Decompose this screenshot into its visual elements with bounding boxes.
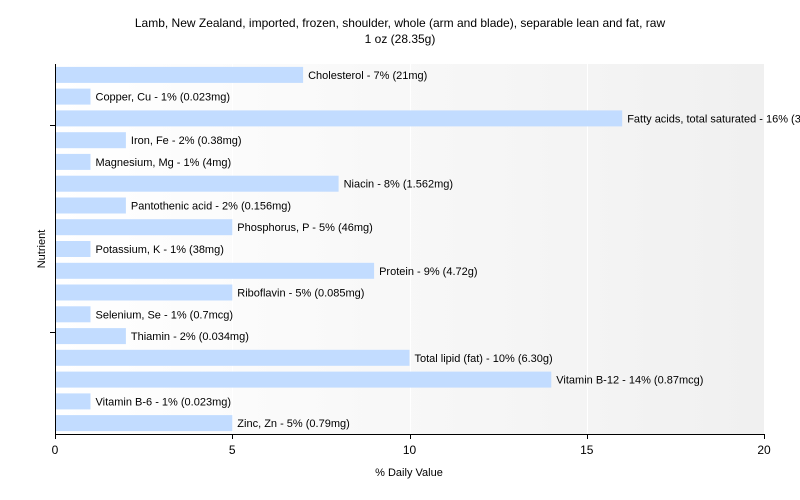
bar (55, 110, 623, 127)
x-tick-label: 15 (580, 443, 594, 457)
bar-label: Selenium, Se - 1% (0.7mcg) (96, 309, 234, 321)
bar-label: Pantothenic acid - 2% (0.156mg) (131, 201, 291, 213)
bar (55, 371, 552, 388)
bars: Cholesterol - 7% (21mg) Copper, Cu - 1% (… (55, 66, 800, 432)
bar-label: Riboflavin - 5% (0.085mg) (237, 288, 364, 300)
bar-label: Phosphorus, P - 5% (46mg) (237, 222, 373, 234)
bar-label: Protein - 9% (4.72g) (379, 266, 477, 278)
bar (55, 132, 126, 149)
bar-label: Total lipid (fat) - 10% (6.30g) (415, 353, 553, 365)
bar (55, 175, 339, 192)
y-axis-title: Nutrient (36, 230, 48, 269)
bar-label: Magnesium, Mg - 1% (4mg) (96, 157, 232, 169)
bar (55, 66, 304, 83)
x-tick-label: 10 (403, 443, 417, 457)
bar (55, 328, 126, 345)
bar-label: Cholesterol - 7% (21mg) (308, 70, 427, 82)
axes: 0 5 10 15 20 (50, 64, 771, 457)
bar (55, 88, 91, 105)
bar (55, 219, 233, 236)
chart-title-line-1: Lamb, New Zealand, imported, frozen, sho… (134, 16, 666, 30)
bar (55, 349, 410, 366)
bar (55, 262, 375, 279)
bar-label: Copper, Cu - 1% (0.023mg) (96, 92, 231, 104)
bar (55, 197, 126, 214)
bar (55, 241, 91, 257)
bar-label: Zinc, Zn - 5% (0.79mg) (237, 418, 349, 430)
bar-label: Fatty acids, total saturated - 16% (3.18… (627, 113, 800, 125)
bar (55, 306, 91, 323)
bar (55, 284, 233, 301)
bar-label: Iron, Fe - 2% (0.38mg) (131, 135, 242, 147)
chart-title: Lamb, New Zealand, imported, frozen, sho… (0, 15, 800, 47)
bar (55, 153, 91, 170)
bar (55, 415, 233, 432)
bar-label: Thiamin - 2% (0.034mg) (131, 331, 249, 343)
bar-label: Niacin - 8% (1.562mg) (344, 179, 453, 191)
chart-title-line-2: 1 oz (28.35g) (364, 32, 436, 46)
x-tick-label: 20 (757, 443, 771, 457)
bar-label: Vitamin B-12 - 14% (0.87mcg) (556, 375, 703, 387)
bar-label: Potassium, K - 1% (38mg) (96, 244, 224, 256)
x-axis-title: % Daily Value (375, 467, 443, 479)
x-tick-label: 0 (52, 443, 59, 457)
bar-label: Vitamin B-6 - 1% (0.023mg) (96, 396, 232, 408)
bar (55, 393, 91, 410)
x-tick-label: 5 (229, 443, 236, 457)
